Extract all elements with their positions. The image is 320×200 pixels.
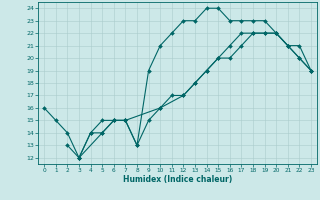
X-axis label: Humidex (Indice chaleur): Humidex (Indice chaleur) (123, 175, 232, 184)
